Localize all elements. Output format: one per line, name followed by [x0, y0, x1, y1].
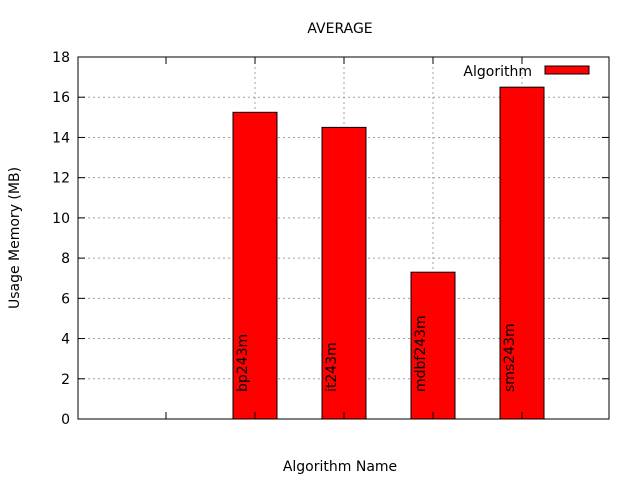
bar — [321, 126, 367, 420]
x-category-label: bp243m — [235, 334, 251, 392]
chart-title: AVERAGE — [307, 21, 372, 37]
x-category-label: mdbf243m — [413, 315, 429, 392]
y-tick-label: 14 — [52, 130, 70, 146]
y-tick-label: 18 — [52, 50, 70, 66]
legend-entry-label: Algorithm — [463, 64, 532, 80]
bar — [410, 271, 456, 420]
bar — [499, 86, 545, 420]
y-axis-label: Usage Memory (MB) — [7, 167, 23, 309]
legend-swatch — [544, 65, 590, 75]
y-tick-label: 10 — [52, 211, 70, 227]
bars: bp243m it243m mdbf243m sms243m — [232, 86, 545, 420]
y-tick-label: 6 — [61, 291, 70, 307]
y-tick-label: 16 — [52, 90, 70, 106]
x-category-label: it243m — [324, 342, 340, 392]
y-tick-label: 4 — [61, 332, 70, 348]
plot-frame — [77, 56, 610, 420]
y-tick-label: 12 — [52, 171, 70, 187]
x-axis-label: Algorithm Name — [283, 459, 397, 475]
y-tick-label: 8 — [61, 251, 70, 267]
y-tick-label: 0 — [61, 412, 70, 428]
y-axis-ticks: 0 2 4 6 8 10 12 14 16 18 — [52, 50, 609, 428]
legend: Algorithm — [463, 64, 590, 80]
y-tick-label: 2 — [61, 372, 70, 388]
x-category-label: sms243m — [502, 323, 518, 392]
